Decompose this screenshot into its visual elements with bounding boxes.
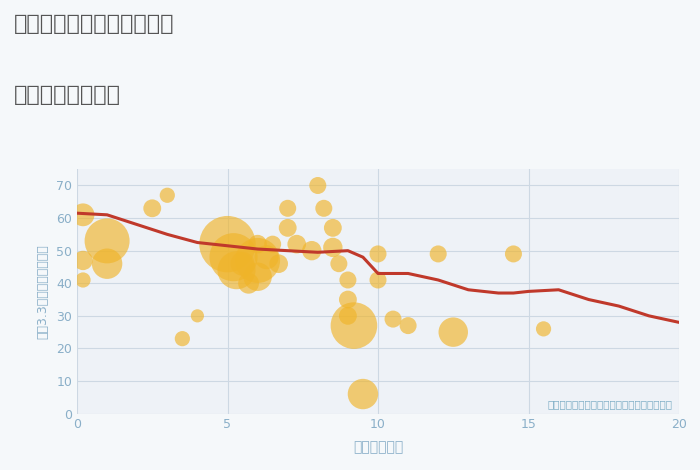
Point [243, 280, 254, 287]
Point [78, 276, 89, 284]
X-axis label: 駅距離（分）: 駅距離（分） [353, 440, 403, 454]
Point [237, 260, 248, 267]
Point [372, 276, 384, 284]
Text: 神奈川県伊勢原市伊勢原の: 神奈川県伊勢原市伊勢原の [14, 14, 174, 34]
Point [388, 315, 399, 323]
Point [273, 260, 284, 267]
Point [282, 224, 293, 232]
Point [78, 211, 89, 219]
Point [282, 204, 293, 212]
Point [78, 257, 89, 264]
Point [252, 257, 263, 264]
Point [312, 182, 323, 189]
Point [433, 250, 444, 258]
Point [318, 204, 330, 212]
Point [147, 204, 158, 212]
Point [222, 240, 233, 248]
Point [267, 240, 278, 248]
Point [102, 237, 113, 245]
Point [448, 329, 459, 336]
Point [228, 253, 239, 261]
Point [372, 250, 384, 258]
Point [333, 260, 344, 267]
Point [357, 390, 368, 398]
Text: 駅距離別土地価格: 駅距離別土地価格 [14, 85, 121, 105]
Point [192, 312, 203, 320]
Point [162, 191, 173, 199]
Point [328, 243, 339, 251]
Point [508, 250, 519, 258]
Point [291, 240, 302, 248]
Point [342, 296, 354, 303]
Point [349, 322, 360, 329]
Point [402, 322, 414, 329]
Point [342, 312, 354, 320]
Point [102, 260, 113, 267]
Point [261, 253, 272, 261]
Point [306, 247, 317, 254]
Point [252, 240, 263, 248]
Point [252, 273, 263, 281]
Point [342, 276, 354, 284]
Point [231, 266, 242, 274]
Point [328, 224, 339, 232]
Point [176, 335, 188, 343]
Point [538, 325, 549, 333]
Text: 円の大きさは、取引のあった物件面積を示す: 円の大きさは、取引のあった物件面積を示す [548, 399, 673, 409]
Y-axis label: 坪（3.3㎡）単価（万円）: 坪（3.3㎡）単価（万円） [36, 244, 49, 339]
